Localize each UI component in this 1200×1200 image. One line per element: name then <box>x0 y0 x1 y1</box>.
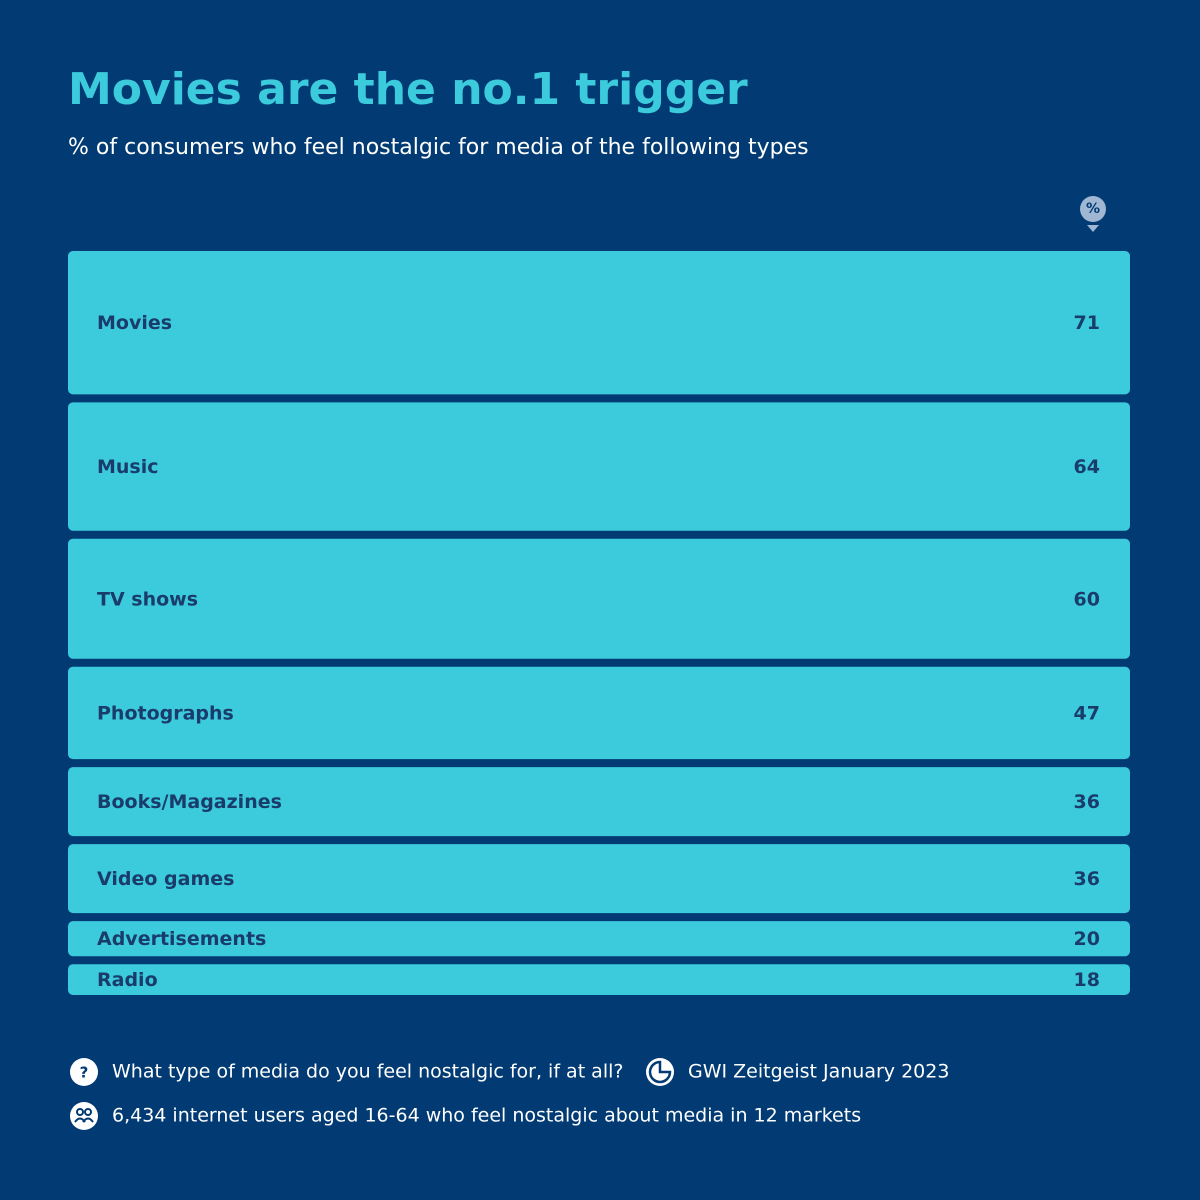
value-label: 36 <box>1074 868 1100 890</box>
chart-subtitle: % of consumers who feel nostalgic for me… <box>68 135 809 160</box>
source-text: GWI Zeitgeist January 2023 <box>688 1061 949 1083</box>
footer: ? What type of media do you feel nostalg… <box>70 1058 949 1130</box>
value-label: 20 <box>1074 928 1100 950</box>
bar <box>68 666 1130 760</box>
chart-title: Movies are the no.1 trigger <box>68 64 748 115</box>
bar <box>68 538 1130 659</box>
bar-label: Books/Magazines <box>97 791 282 813</box>
badge-pointer <box>1087 225 1099 232</box>
bar <box>68 402 1130 531</box>
bar-label: Photographs <box>97 702 234 724</box>
bar <box>68 964 1130 995</box>
badge-circle <box>1080 196 1106 222</box>
unit-badge-text: % <box>1086 201 1100 217</box>
bar-label: Video games <box>97 868 234 890</box>
value-label: 71 <box>1074 312 1100 334</box>
sample-icon <box>70 1102 98 1130</box>
bar-label: TV shows <box>97 588 198 610</box>
sample-text: 6,434 internet users aged 16-64 who feel… <box>112 1105 861 1127</box>
bar-label: Advertisements <box>97 928 266 950</box>
sample-icon-glyph <box>84 1108 92 1116</box>
bar-label: Music <box>97 456 159 478</box>
bar-label: Movies <box>97 312 172 334</box>
value-label: 18 <box>1074 969 1100 991</box>
value-label: 60 <box>1074 588 1100 610</box>
bar <box>68 844 1130 914</box>
bar <box>68 767 1130 837</box>
value-label: 64 <box>1074 456 1100 478</box>
value-label: 47 <box>1074 702 1100 724</box>
unit-badge: % <box>1080 196 1106 232</box>
question-text: What type of media do you feel nostalgic… <box>112 1061 623 1083</box>
question-icon-mark: ? <box>80 1064 89 1082</box>
value-label: 36 <box>1074 791 1100 813</box>
source-icon-glyph <box>648 1060 672 1084</box>
question-icon <box>70 1058 98 1086</box>
sample-icon-glyph <box>74 1117 94 1123</box>
bar <box>68 251 1130 395</box>
bar <box>68 921 1130 957</box>
sample-icon-glyph <box>76 1108 84 1116</box>
bar-label: Radio <box>97 969 158 991</box>
